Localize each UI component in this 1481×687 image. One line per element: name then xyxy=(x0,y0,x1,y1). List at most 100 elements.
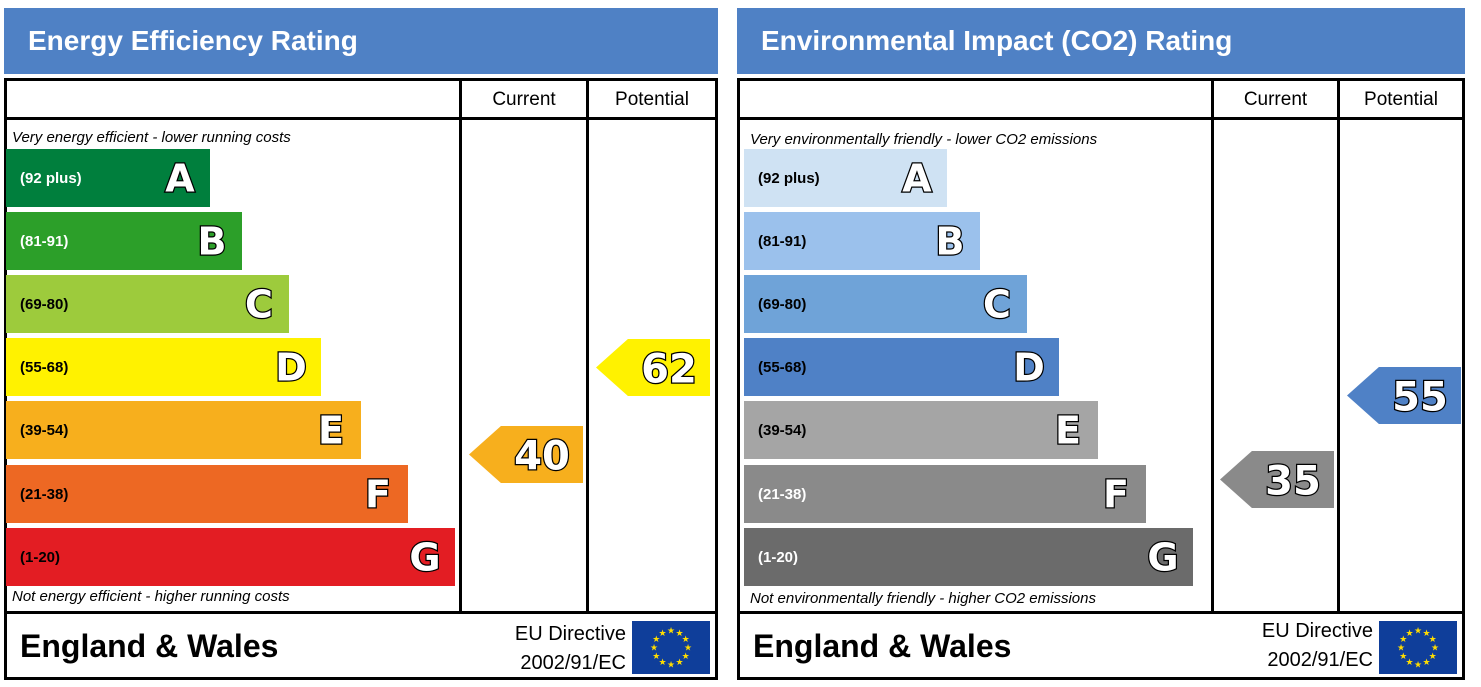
band-letter: B xyxy=(196,218,227,265)
band-d: (55-68) D xyxy=(744,338,1059,396)
band-range: (81-91) xyxy=(758,232,807,250)
band-letter: D xyxy=(1012,344,1046,391)
band-c: (69-80) C xyxy=(744,275,1027,333)
column-divider xyxy=(1211,78,1214,613)
svg-text:★: ★ xyxy=(652,652,660,662)
column-header-current: Current xyxy=(1243,88,1308,110)
arrow-value: 40 xyxy=(513,432,571,481)
svg-text:★: ★ xyxy=(1429,652,1437,662)
svg-text:★: ★ xyxy=(675,629,683,639)
band-a: (92 plus) A xyxy=(744,149,947,207)
svg-text:★: ★ xyxy=(652,635,660,645)
svg-text:★: ★ xyxy=(675,658,683,668)
band-b: (81-91) B xyxy=(6,212,242,270)
band-range: (1-20) xyxy=(20,548,61,566)
band-range: (69-80) xyxy=(20,295,69,313)
svg-text:62: 62 xyxy=(641,346,697,392)
band-g: (1-20) G xyxy=(744,528,1193,586)
svg-text:★: ★ xyxy=(658,658,666,668)
band-range: (39-54) xyxy=(758,421,807,439)
panel-title: Energy Efficiency Rating xyxy=(4,8,718,74)
column-divider xyxy=(586,78,589,613)
svg-text:A: A xyxy=(165,157,195,201)
svg-text:★: ★ xyxy=(1429,635,1437,645)
eu-directive-line1: EU Directive xyxy=(1261,620,1373,642)
eu-directive-line1: EU Directive xyxy=(514,623,626,645)
band-range: (21-38) xyxy=(20,485,69,503)
svg-text:★: ★ xyxy=(1397,644,1405,654)
column-header-potential: Potential xyxy=(615,88,689,110)
header-divider xyxy=(4,117,718,120)
svg-text:C: C xyxy=(245,283,273,327)
band-range: (69-80) xyxy=(758,295,807,313)
svg-text:E: E xyxy=(1055,409,1081,453)
svg-text:B: B xyxy=(198,220,227,264)
rating-table xyxy=(4,78,718,680)
svg-text:F: F xyxy=(1103,473,1129,517)
svg-text:★: ★ xyxy=(658,629,666,639)
band-letter: A xyxy=(164,155,197,202)
svg-text:A: A xyxy=(902,157,932,201)
band-letter: B xyxy=(934,218,965,265)
band-range: (92 plus) xyxy=(20,169,82,187)
band-letter: F xyxy=(364,471,392,518)
svg-text:G: G xyxy=(409,536,440,580)
rating-table xyxy=(737,78,1465,680)
column-header-potential: Potential xyxy=(1364,88,1438,110)
column-header-current: Current xyxy=(492,88,556,110)
band-letter: G xyxy=(1146,534,1180,581)
panel-title: Environmental Impact (CO2) Rating xyxy=(737,8,1465,74)
band-letter: C xyxy=(982,281,1012,328)
svg-text:★: ★ xyxy=(1399,652,1407,662)
svg-text:★: ★ xyxy=(1399,635,1407,645)
svg-text:55: 55 xyxy=(1392,374,1448,420)
band-range: (39-54) xyxy=(20,421,69,439)
svg-text:35: 35 xyxy=(1265,458,1321,504)
svg-text:G: G xyxy=(1147,536,1178,580)
svg-text:★: ★ xyxy=(682,652,690,662)
eu-directive-line2: 2002/91/EC xyxy=(520,652,626,674)
header-divider xyxy=(737,117,1465,120)
svg-text:★: ★ xyxy=(1405,629,1413,639)
svg-text:★: ★ xyxy=(650,644,658,654)
svg-text:40: 40 xyxy=(514,433,570,479)
footer-divider xyxy=(737,611,1465,614)
svg-text:★: ★ xyxy=(684,644,692,654)
eu-flag-icon: ★ ★ ★ ★ ★ ★ ★ ★ ★ ★ ★ ★ xyxy=(1379,621,1457,674)
svg-text:B: B xyxy=(936,220,965,264)
band-letter: D xyxy=(274,344,308,391)
top-note: Very energy efficient - lower running co… xyxy=(12,129,291,146)
band-b: (81-91) B xyxy=(744,212,980,270)
band-range: (55-68) xyxy=(20,358,69,376)
band-e: (39-54) E xyxy=(6,401,361,459)
eu-directive-line2: 2002/91/EC xyxy=(1267,649,1373,671)
footer-region: England & Wales xyxy=(753,628,1012,664)
band-c: (69-80) C xyxy=(6,275,289,333)
bottom-note: Not energy efficient - higher running co… xyxy=(12,588,290,605)
band-range: (21-38) xyxy=(758,485,807,503)
svg-text:★: ★ xyxy=(667,627,675,637)
band-g: (1-20) G xyxy=(6,528,455,586)
arrow-value: 35 xyxy=(1264,457,1322,506)
band-range: (92 plus) xyxy=(758,169,820,187)
svg-text:★: ★ xyxy=(1422,658,1430,668)
svg-text:★: ★ xyxy=(1422,629,1430,639)
svg-text:★: ★ xyxy=(667,661,675,671)
band-d: (55-68) D xyxy=(6,338,321,396)
svg-text:★: ★ xyxy=(1405,658,1413,668)
footer-divider xyxy=(4,611,718,614)
band-letter: G xyxy=(408,534,442,581)
band-letter: E xyxy=(317,407,345,454)
band-f: (21-38) F xyxy=(6,465,408,523)
arrow-value: 55 xyxy=(1391,373,1449,422)
svg-text:C: C xyxy=(983,283,1011,327)
column-divider xyxy=(1337,78,1340,613)
eu-flag-icon: ★ ★ ★ ★ ★ ★ ★ ★ ★ ★ ★ ★ xyxy=(632,621,710,674)
svg-text:D: D xyxy=(275,346,307,390)
band-e: (39-54) E xyxy=(744,401,1098,459)
svg-text:D: D xyxy=(1013,346,1045,390)
svg-text:★: ★ xyxy=(682,635,690,645)
bottom-note: Not environmentally friendly - higher CO… xyxy=(750,590,1096,607)
top-note: Very environmentally friendly - lower CO… xyxy=(750,131,1098,148)
band-f: (21-38) F xyxy=(744,465,1146,523)
